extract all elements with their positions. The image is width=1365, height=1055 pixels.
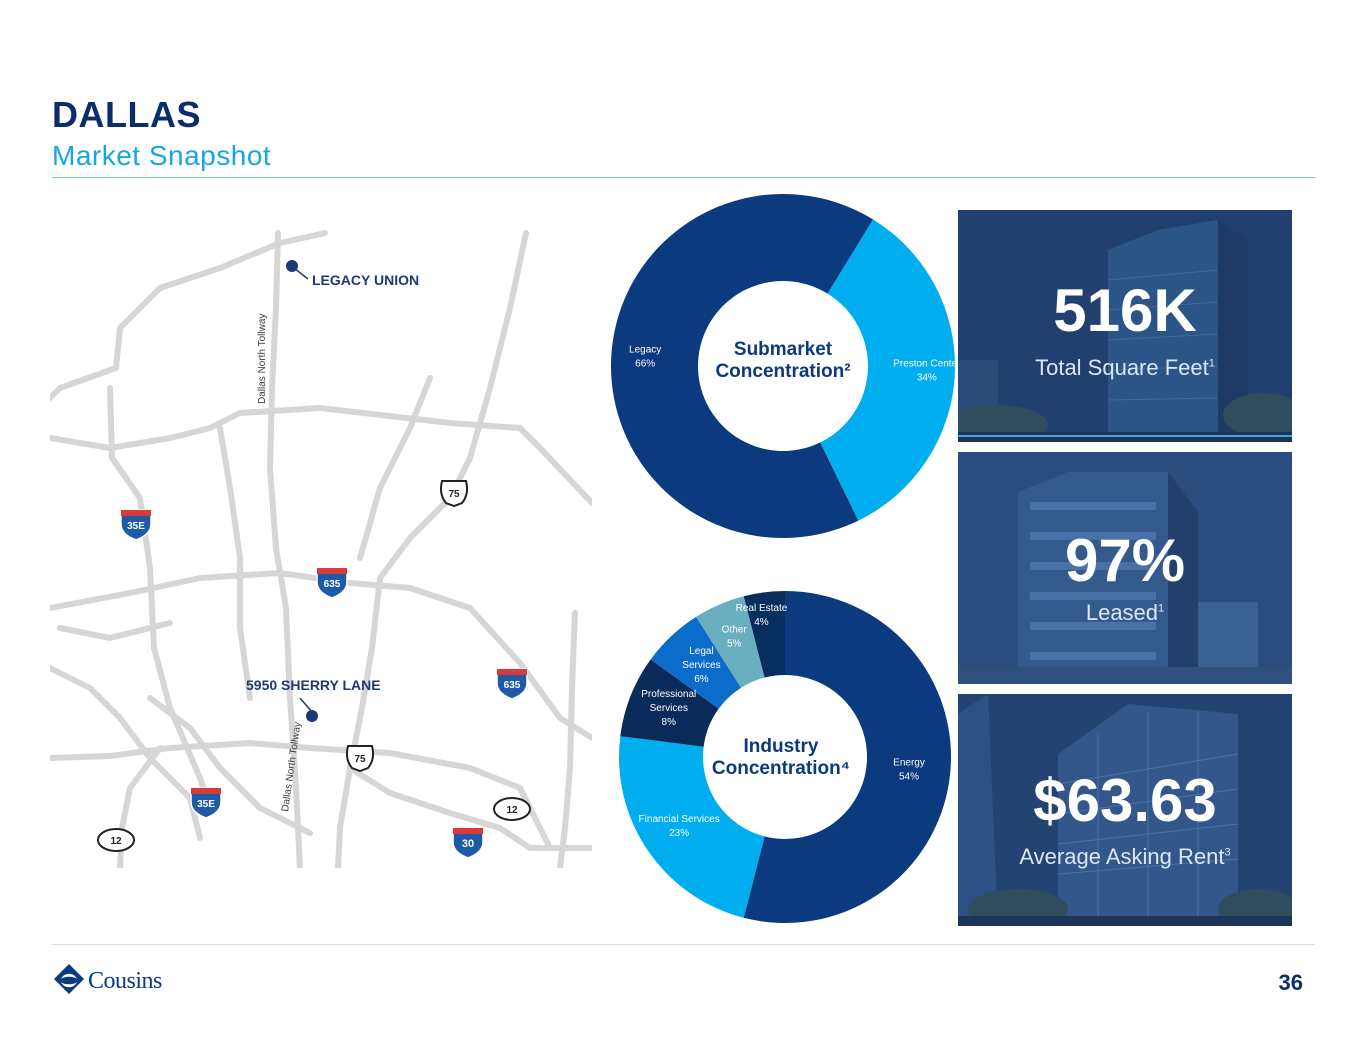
road-southeast xyxy=(347,765,592,851)
stat-value-asking-rent: $63.63 xyxy=(1033,767,1217,834)
us75-north-shield: 75 xyxy=(440,480,468,508)
slice-label-legal-services: Legal Services 6% xyxy=(682,646,720,685)
road-north-east xyxy=(357,375,433,561)
slice-label-legacy: Legacy 66% xyxy=(629,344,661,369)
building-photo-2 xyxy=(958,452,1292,684)
sherry-lane-marker xyxy=(306,710,318,722)
tollway-north-label: Dallas North Tollway xyxy=(257,314,268,404)
industry-donut-chart: Energy 54% Financial Services 23% Profession… xyxy=(619,591,952,923)
tollway-south-label: Dallas North Tollway xyxy=(280,721,303,812)
brand-name: Cousins xyxy=(88,968,162,994)
road-central-loop xyxy=(217,425,253,701)
hwy12-west-sign: 12 xyxy=(97,828,135,852)
svg-text:635: 635 xyxy=(324,579,341,590)
road-network xyxy=(50,230,592,868)
svg-text:75: 75 xyxy=(448,489,460,500)
industry-chart-title-line2: Concentration⁴ xyxy=(712,758,850,779)
dallas-map: LEGACY UNION 5950 SHERRY LANE Dallas Nor… xyxy=(50,230,592,868)
road-north-arc xyxy=(50,230,328,401)
stat-card-square-feet: 516K Total Square Feet1 xyxy=(958,210,1292,442)
footer-divider xyxy=(52,944,1315,945)
stat-card-asking-rent: $63.63 Average Asking Rent3 xyxy=(958,694,1292,926)
road-us75 xyxy=(335,230,529,868)
road-east-vertical xyxy=(557,610,578,868)
industry-chart-title: Industry xyxy=(744,736,819,757)
road-south-2 xyxy=(147,695,313,836)
submarket-donut-chart: Legacy 66% Preston Center 34% Submarket Con… xyxy=(611,194,960,538)
slice-legacy xyxy=(611,194,874,538)
footnote-marker: 1 xyxy=(1208,357,1215,370)
stat-value-square-feet: 516K xyxy=(1053,277,1197,344)
slice-preston-center xyxy=(820,219,955,521)
us75-south-shield: 75 xyxy=(346,745,374,773)
page-title: DALLAS xyxy=(52,94,201,135)
slice-real-estate xyxy=(743,591,785,678)
building-photo-3 xyxy=(958,694,1292,926)
stat-label-square-feet: Total Square Feet1 xyxy=(1035,355,1215,380)
slice-other xyxy=(696,596,765,688)
sherry-lane-label: 5950 SHERRY LANE xyxy=(246,677,381,693)
slice-legal-services xyxy=(650,616,742,709)
slice-label-energy: Energy 54% xyxy=(893,758,925,783)
stat-value-leased: 97% xyxy=(1064,527,1186,594)
svg-text:35E: 35E xyxy=(197,799,215,810)
i635-center-shield: 635 xyxy=(316,567,348,599)
footnote-marker: 1 xyxy=(1158,602,1165,615)
slice-professional-services xyxy=(620,659,719,747)
legacy-union-label: LEGACY UNION xyxy=(312,272,419,288)
building-photo-1 xyxy=(958,210,1292,442)
svg-text:35E: 35E xyxy=(127,521,145,532)
slice-label-professional-services: Professional Services 8% xyxy=(641,689,696,728)
svg-text:75: 75 xyxy=(354,754,366,765)
road-i35e xyxy=(107,385,213,811)
svg-text:30: 30 xyxy=(462,838,474,850)
slice-financial-services xyxy=(619,736,765,918)
footnote-marker: 3 xyxy=(1224,846,1231,859)
submarket-chart-title: Submarket xyxy=(734,339,833,360)
i35e-south-shield: 35E xyxy=(190,787,222,819)
page-number: 36 xyxy=(1278,970,1303,995)
slice-label-real-estate: Real Estate 4% xyxy=(736,603,788,628)
stat-label-leased: Leased1 xyxy=(1085,600,1165,625)
header-divider xyxy=(52,177,1315,178)
i30-shield: 30 xyxy=(452,827,484,859)
svg-text:12: 12 xyxy=(110,836,122,847)
i635-east-shield: 635 xyxy=(496,668,528,700)
road-northwest xyxy=(57,620,173,641)
stat-label-asking-rent: Average Asking Rent3 xyxy=(1019,844,1231,869)
slice-energy xyxy=(743,591,952,923)
stat-card-leased: 97% Leased1 xyxy=(958,452,1292,684)
road-i635 xyxy=(50,570,592,741)
road-mid-east xyxy=(50,405,592,506)
slice-label-preston-center: Preston Center 34% xyxy=(893,358,960,383)
slice-label-financial-services: Financial Services 23% xyxy=(639,814,720,839)
i35e-north-shield: 35E xyxy=(120,509,152,541)
legacy-union-leader xyxy=(293,267,309,280)
page-subtitle: Market Snapshot xyxy=(52,140,272,171)
cousins-logo-icon xyxy=(54,964,84,994)
road-tollway xyxy=(267,230,303,868)
road-south-1 xyxy=(50,740,553,851)
svg-text:12: 12 xyxy=(506,805,518,816)
slice-label-other: Other 5% xyxy=(722,625,748,650)
submarket-chart-title-line2: Concentration² xyxy=(715,361,850,382)
sherry-lane-leader xyxy=(299,697,313,713)
svg-text:635: 635 xyxy=(504,680,521,691)
hwy12-east-sign: 12 xyxy=(493,797,531,821)
